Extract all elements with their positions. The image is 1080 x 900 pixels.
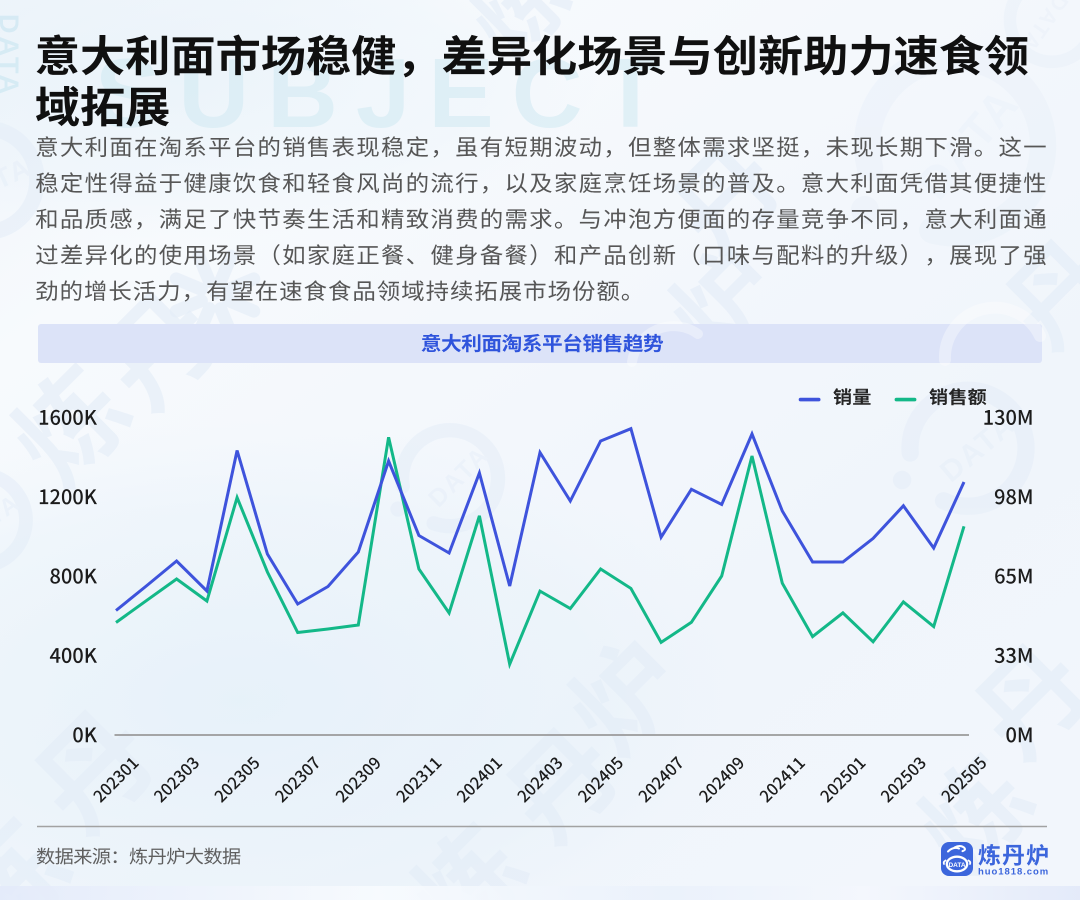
svg-text:DATA: DATA	[948, 862, 965, 869]
svg-text:SUBJECT: SUBJECT	[95, 38, 678, 148]
svg-text:huo1818.com: huo1818.com	[978, 867, 1049, 878]
svg-text:DATA: DATA	[0, 14, 24, 97]
